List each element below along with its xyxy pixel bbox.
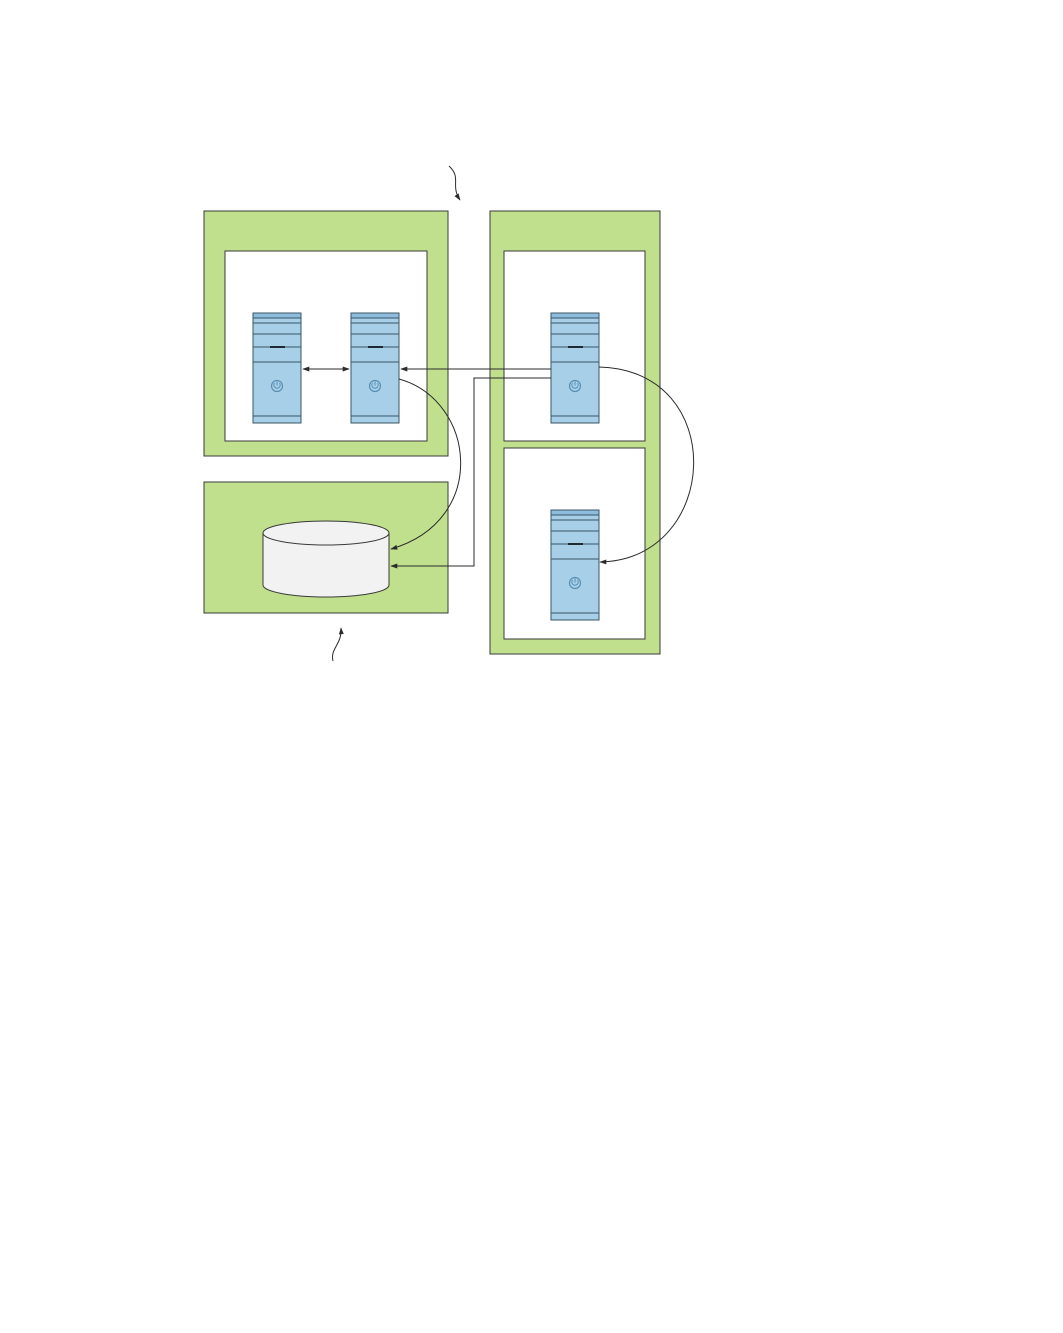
connector-server-c-database: [390, 377, 551, 569]
server-tower-icon: [550, 312, 600, 424]
server-b: [350, 312, 400, 424]
server-d: [550, 509, 600, 621]
server-tower-icon: [252, 312, 302, 424]
server-c: [550, 312, 600, 424]
database-cylinder-icon: [262, 520, 390, 598]
callout-arrow-bottom: [332, 627, 344, 662]
server-tower-icon: [350, 312, 400, 424]
server-a: [252, 312, 302, 424]
connector-server-c-server-d: [598, 366, 695, 565]
callout-arrow-top: [448, 165, 461, 201]
server-tower-icon: [550, 509, 600, 621]
connector-server-b-database: [390, 378, 462, 550]
